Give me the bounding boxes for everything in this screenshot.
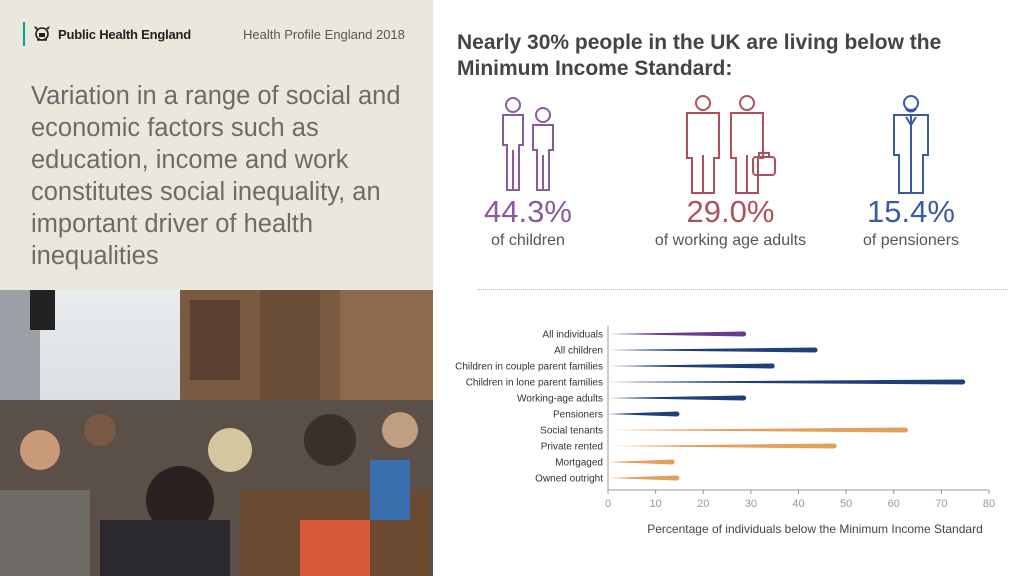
x-tick-label: 20 <box>697 498 709 510</box>
stat-value: 15.4% <box>867 194 955 229</box>
x-tick-label: 80 <box>983 498 995 510</box>
divider <box>478 289 1008 290</box>
stat-value: 44.3% <box>484 194 572 229</box>
bar <box>608 395 747 401</box>
bar <box>608 459 675 465</box>
x-tick-labels: 0 10 20 30 40 50 60 70 80 <box>605 490 995 510</box>
stat-children: 44.3% of children <box>458 95 598 250</box>
x-tick-label: 40 <box>792 498 804 510</box>
category-label: Pensioners <box>553 410 603 421</box>
x-axis-title: Percentage of individuals below the Mini… <box>647 522 983 536</box>
stat-label: of working age adults <box>654 232 807 249</box>
category-labels: All individuals All children Children in c… <box>455 330 603 485</box>
category-label: All children <box>554 346 603 357</box>
category-label: Working-age adults <box>517 394 603 405</box>
category-label: Children in lone parent families <box>466 378 603 389</box>
report-title: Health Profile England 2018 <box>243 27 405 42</box>
x-tick-label: 60 <box>888 498 900 510</box>
bar <box>608 379 966 385</box>
stat-label: of children <box>491 232 565 249</box>
category-label: Children in couple parent families <box>455 362 603 373</box>
adults-icon <box>685 95 776 194</box>
bar-chart: All individuals All children Children in c… <box>455 326 995 536</box>
brand-logo: Public Health England <box>23 22 191 46</box>
x-tick-label: 0 <box>605 498 611 510</box>
brand-name: Public Health England <box>58 26 192 42</box>
stat-label: of pensioners <box>862 232 960 249</box>
pensioner-icon <box>893 95 929 194</box>
bar <box>608 427 909 433</box>
bar <box>608 411 680 417</box>
bar <box>608 443 837 449</box>
category-label: Mortgaged <box>555 458 603 469</box>
bars <box>608 331 966 481</box>
stat-value: 29.0% <box>686 194 775 229</box>
stat-pensioners: 15.4% of pensioners <box>846 95 976 250</box>
left-panel: Public Health England Health Profile Eng… <box>0 0 433 290</box>
category-label: Private rented <box>541 442 603 453</box>
stat-working-age: 29.0% of working age adults <box>638 95 823 250</box>
category-label: All individuals <box>542 330 603 341</box>
bar <box>608 475 680 481</box>
bar <box>608 363 775 369</box>
bar <box>608 347 818 353</box>
category-label: Social tenants <box>540 426 603 437</box>
x-tick-label: 70 <box>935 498 947 510</box>
x-tick-label: 10 <box>650 498 662 510</box>
children-icon <box>502 97 554 191</box>
crowd-photo <box>0 290 433 576</box>
headline: Variation in a range of social and econo… <box>31 82 401 270</box>
category-label: Owned outright <box>535 474 603 485</box>
x-tick-label: 30 <box>745 498 757 510</box>
page-title: Nearly 30% people in the UK are living b… <box>457 31 942 80</box>
royal-crest-icon <box>34 26 50 41</box>
x-tick-label: 50 <box>840 498 852 510</box>
bar <box>608 331 747 337</box>
